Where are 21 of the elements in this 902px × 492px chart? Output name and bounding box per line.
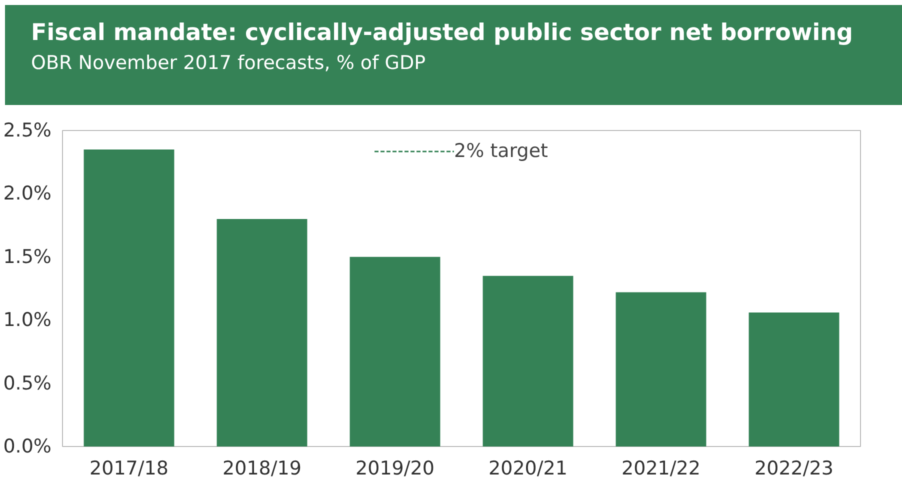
x-tick-label: 2022/23 [754, 458, 834, 480]
legend-label: 2% target [454, 140, 548, 162]
bar [616, 292, 706, 446]
x-tick-label: 2017/18 [90, 458, 168, 480]
y-tick-label: 1.5% [3, 246, 52, 268]
y-tick-label: 0.0% [3, 436, 52, 458]
bar [748, 312, 840, 446]
x-tick-label: 2018/19 [222, 458, 302, 480]
x-tick-label: 2020/21 [488, 458, 568, 480]
y-tick-label: 2.5% [3, 120, 52, 142]
bar [216, 218, 308, 446]
y-tick-label: 2.0% [3, 182, 52, 205]
bar [84, 149, 174, 446]
y-tick-label: 1.0% [3, 309, 52, 332]
chart-subtitle: OBR November 2017 forecasts, % of GDP [31, 50, 427, 76]
y-tick-label: 0.5% [3, 372, 52, 394]
bar [482, 276, 574, 446]
x-tick-label: 2019/20 [356, 458, 434, 480]
chart-title: Fiscal mandate: cyclically-adjusted public sector net borrowing [31, 19, 853, 48]
bar [350, 256, 440, 446]
x-tick-label: 2021/22 [622, 458, 700, 480]
